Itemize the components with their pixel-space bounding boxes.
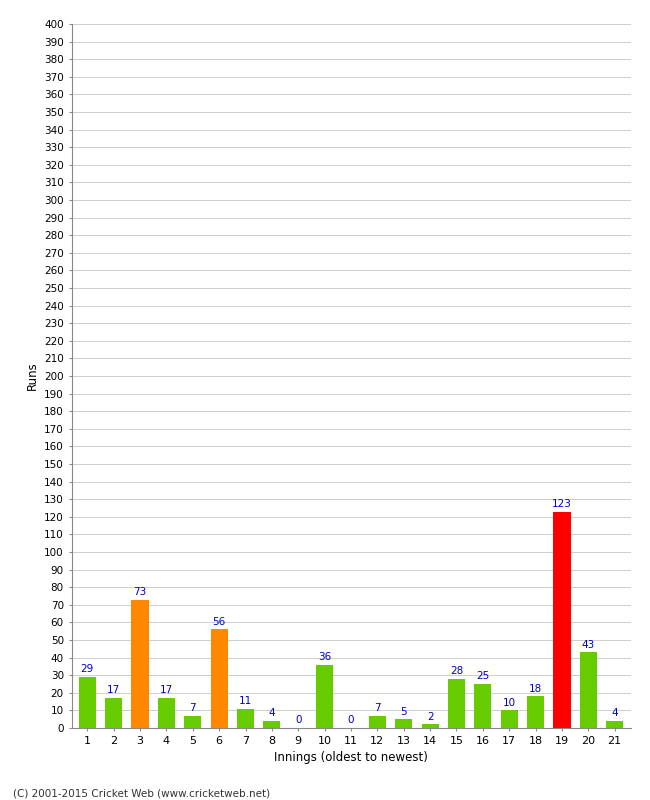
Text: 5: 5	[400, 706, 407, 717]
Bar	[79, 677, 96, 728]
Text: 29: 29	[81, 664, 94, 674]
Bar	[553, 511, 571, 728]
Text: 28: 28	[450, 666, 463, 676]
Bar	[237, 709, 254, 728]
Text: 10: 10	[502, 698, 515, 708]
Text: 0: 0	[348, 715, 354, 726]
Bar	[500, 710, 518, 728]
Text: 4: 4	[268, 708, 275, 718]
Bar	[448, 678, 465, 728]
Bar	[395, 719, 412, 728]
Text: 7: 7	[190, 703, 196, 713]
Text: 17: 17	[107, 686, 120, 695]
Y-axis label: Runs: Runs	[25, 362, 38, 390]
Text: 11: 11	[239, 696, 252, 706]
Bar	[184, 716, 202, 728]
Bar	[131, 599, 149, 728]
Text: 18: 18	[529, 684, 542, 694]
Bar	[527, 696, 544, 728]
Bar	[263, 721, 280, 728]
Text: 43: 43	[582, 640, 595, 650]
Bar	[105, 698, 122, 728]
Text: 17: 17	[160, 686, 173, 695]
Bar	[580, 652, 597, 728]
Text: 36: 36	[318, 652, 332, 662]
Text: 0: 0	[295, 715, 302, 726]
Bar	[422, 725, 439, 728]
Text: 2: 2	[427, 712, 434, 722]
Bar	[211, 630, 227, 728]
Text: 25: 25	[476, 671, 489, 682]
X-axis label: Innings (oldest to newest): Innings (oldest to newest)	[274, 751, 428, 764]
Text: (C) 2001-2015 Cricket Web (www.cricketweb.net): (C) 2001-2015 Cricket Web (www.cricketwe…	[13, 788, 270, 798]
Bar	[316, 665, 333, 728]
Text: 56: 56	[213, 617, 226, 627]
Text: 4: 4	[612, 708, 618, 718]
Text: 7: 7	[374, 703, 381, 713]
Text: 123: 123	[552, 499, 572, 509]
Bar	[474, 684, 491, 728]
Bar	[606, 721, 623, 728]
Bar	[369, 716, 386, 728]
Bar	[158, 698, 175, 728]
Text: 73: 73	[133, 587, 147, 597]
